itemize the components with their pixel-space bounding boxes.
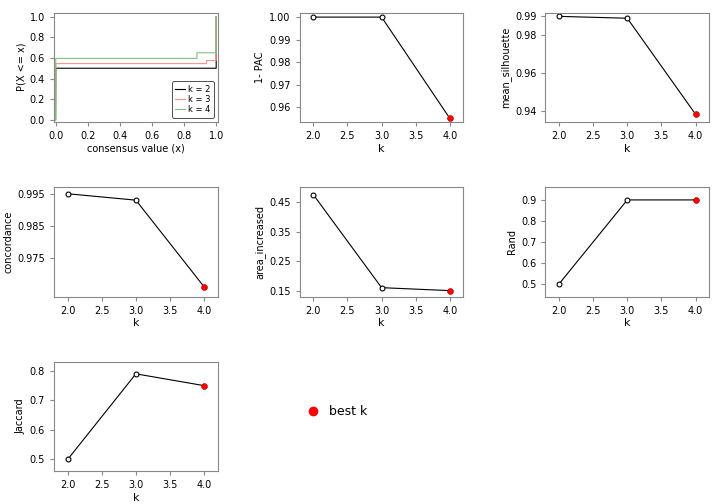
- k = 2: [202, 65, 211, 71]
- Y-axis label: area_increased: area_increased: [254, 205, 265, 279]
- Y-axis label: P(X <= x): P(X <= x): [17, 43, 27, 91]
- k = 4: [212, 50, 220, 56]
- Y-axis label: 1- PAC: 1- PAC: [255, 51, 265, 83]
- k = 3: [51, 60, 60, 67]
- Y-axis label: Jaccard: Jaccard: [15, 399, 25, 434]
- k = 2: [212, 14, 220, 20]
- X-axis label: k: k: [132, 493, 139, 503]
- X-axis label: k: k: [378, 319, 385, 328]
- k = 3: [212, 14, 220, 20]
- X-axis label: k: k: [624, 319, 631, 328]
- k = 4: [51, 55, 60, 61]
- k = 2: [212, 65, 220, 71]
- k = 2: [202, 65, 211, 71]
- k = 4: [193, 55, 202, 61]
- X-axis label: k: k: [378, 144, 385, 154]
- Line: k = 4: k = 4: [55, 17, 216, 120]
- X-axis label: k: k: [132, 319, 139, 328]
- k = 3: [202, 60, 211, 67]
- k = 2: [51, 65, 60, 71]
- k = 4: [51, 117, 60, 123]
- k = 4: [212, 14, 220, 20]
- k = 4: [193, 50, 202, 56]
- X-axis label: consensus value (x): consensus value (x): [87, 144, 185, 154]
- Y-axis label: concordance: concordance: [3, 211, 13, 273]
- k = 3: [51, 117, 60, 123]
- X-axis label: k: k: [624, 144, 631, 154]
- k = 3: [202, 57, 211, 64]
- k = 3: [212, 57, 220, 64]
- Legend: k = 2, k = 3, k = 4: k = 2, k = 3, k = 4: [172, 82, 214, 117]
- Line: k = 3: k = 3: [55, 17, 216, 120]
- Text: best k: best k: [329, 405, 367, 418]
- Line: k = 2: k = 2: [55, 17, 216, 120]
- k = 2: [51, 117, 60, 123]
- Y-axis label: mean_silhouette: mean_silhouette: [500, 27, 510, 108]
- Y-axis label: Rand: Rand: [507, 229, 517, 255]
